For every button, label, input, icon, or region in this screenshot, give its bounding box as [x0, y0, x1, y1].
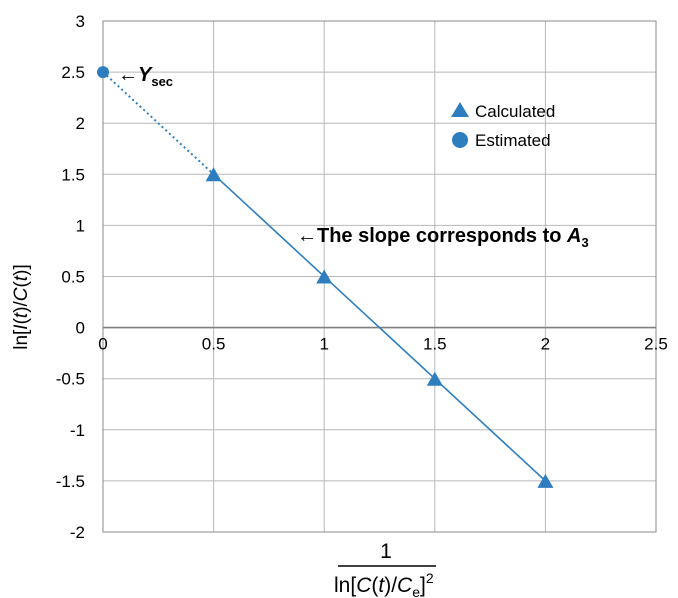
- fit-line: [213, 173, 546, 482]
- x-axis-label: 1 ln[C(t)/Ce]2: [334, 540, 436, 598]
- xlabel-var-c-2: C: [397, 574, 413, 597]
- xlabel-superscript-2: 2: [426, 570, 434, 586]
- legend: Calculated Estimated: [451, 102, 555, 150]
- xlabel-var-c-1: C: [356, 574, 372, 597]
- ylabel-var-i: I: [11, 324, 32, 330]
- series-lines: [102, 71, 546, 482]
- legend-marker-calculated: [451, 102, 469, 117]
- y-tick-label-8: -1: [70, 421, 85, 440]
- xlabel-divider: )/: [384, 574, 397, 597]
- x-tick-label-1: 0.5: [202, 335, 226, 354]
- y-tick-label-7: -0.5: [56, 370, 85, 389]
- marker-calculated-1: [316, 269, 333, 284]
- ylabel-suffix: )]: [11, 264, 32, 276]
- x-axis-label-numerator: 1: [380, 540, 392, 563]
- x-tick-labels: 0 0.5 1 1.5 2 2.5: [98, 335, 668, 354]
- annotation-slope-symbol: A: [566, 225, 581, 247]
- annotation-slope-subscript: 3: [582, 235, 589, 250]
- x-tick-label-0: 0: [98, 335, 107, 354]
- xlabel-var-t: t: [378, 574, 385, 597]
- xlabel-subscript-e: e: [412, 584, 420, 598]
- series-markers: [97, 66, 554, 488]
- ylabel-paren-2: (: [11, 280, 32, 287]
- marker-calculated-0: [205, 167, 222, 182]
- y-tick-label-2: 2: [76, 114, 85, 133]
- legend-label-estimated: Estimated: [475, 131, 551, 150]
- x-tick-label-2: 1: [319, 335, 328, 354]
- xlabel-prefix: ln[: [334, 574, 356, 597]
- annotation-slope: ←The slope corresponds to A3: [297, 225, 589, 250]
- ylabel-var-t-1: t: [11, 312, 32, 318]
- ylabel-var-t-2: t: [11, 275, 32, 281]
- xlabel-paren: (: [371, 574, 378, 597]
- y-tick-label-0: 3: [76, 12, 85, 31]
- y-tick-label-9: -1.5: [56, 472, 85, 491]
- annotation-y-sec-arrow: ←: [118, 64, 138, 86]
- annotation-y-sec-symbol: Y: [138, 64, 153, 86]
- y-tick-label-1: 2.5: [61, 63, 85, 82]
- marker-calculated-3: [537, 473, 554, 488]
- annotation-y-sec-subscript: sec: [151, 74, 173, 89]
- x-tick-label-4: 2: [541, 335, 550, 354]
- marker-estimated-0: [97, 66, 109, 79]
- y-tick-label-6: 0: [76, 319, 85, 338]
- plot-frame: [102, 20, 657, 533]
- ylabel-prefix: ln[: [11, 329, 32, 350]
- annotation-slope-text: ←The slope corresponds to: [297, 225, 567, 247]
- y-tick-labels: 3 2.5 2 1.5 1 0.5 0 -0.5 -1 -1.5 -2: [56, 12, 85, 542]
- xlabel-suffix: ]: [420, 574, 426, 597]
- grid-layer: [102, 20, 657, 533]
- ylabel-var-c: C: [11, 287, 32, 301]
- y-tick-label-10: -2: [70, 523, 85, 542]
- x-tick-label-3: 1.5: [423, 335, 447, 354]
- ylabel-divider: )/: [11, 300, 32, 312]
- legend-marker-estimated: [452, 132, 468, 148]
- ylabel-paren-1: (: [11, 317, 32, 324]
- y-tick-label-5: 0.5: [61, 268, 85, 287]
- x-tick-label-5: 2.5: [644, 335, 668, 354]
- x-axis-label-denominator: ln[C(t)/Ce]2: [334, 570, 434, 598]
- legend-label-calculated: Calculated: [475, 102, 555, 121]
- extrapolation-line: [102, 71, 215, 176]
- marker-calculated-2: [426, 371, 443, 386]
- y-tick-label-3: 1.5: [61, 165, 85, 184]
- annotation-y-sec: ←Ysec: [118, 64, 173, 89]
- y-axis-label: ln[I(t)/C(t)]: [11, 264, 32, 350]
- y-tick-label-4: 1: [76, 216, 85, 235]
